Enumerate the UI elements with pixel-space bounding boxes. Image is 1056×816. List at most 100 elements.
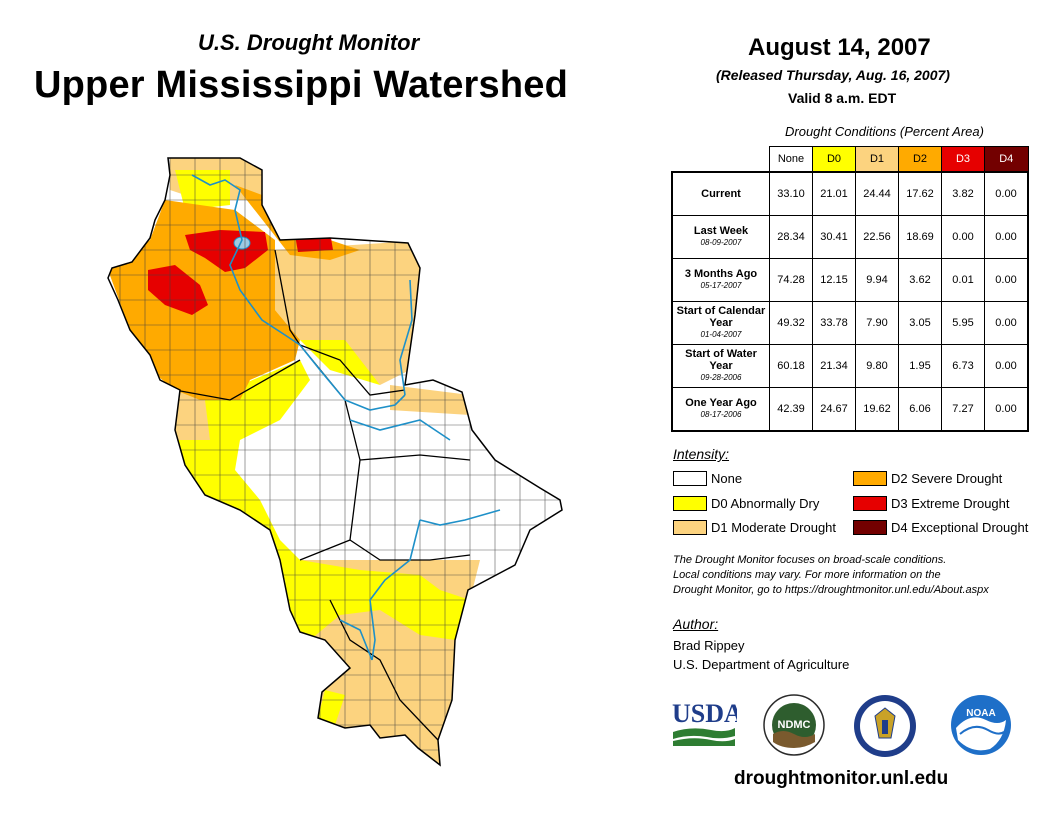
table-row: Current 33.10 21.01 24.44 17.62 3.82 0.0… — [671, 171, 1029, 216]
disclaimer-note: The Drought Monitor focuses on broad-sca… — [673, 553, 1043, 598]
row-label: Start of Calendar Year 01-04-2007 — [671, 301, 770, 345]
table-corner — [672, 146, 770, 172]
table-cell: 5.95 — [941, 301, 985, 345]
table-row: Start of Calendar Year 01-04-2007 49.32 3… — [671, 301, 1029, 345]
legend-label: D3 Extreme Drought — [891, 496, 1010, 511]
legend-label: D1 Moderate Drought — [711, 520, 837, 535]
table-cell: 9.80 — [855, 344, 899, 388]
table-cell: 49.32 — [769, 301, 813, 345]
valid-time: Valid 8 a.m. EDT — [788, 90, 897, 106]
legend-label: D4 Exceptional Drought — [891, 520, 1029, 535]
note-line: Drought Monitor, go to https://droughtmo… — [673, 584, 989, 596]
legend-swatch — [673, 471, 707, 486]
table-cell: 1.95 — [898, 344, 942, 388]
row-label-text: One Year Ago — [685, 397, 757, 409]
row-label-text: Last Week — [693, 225, 749, 237]
legend-swatch — [673, 496, 707, 511]
row-label-text: 3 Months Ago — [684, 268, 758, 280]
col-header-d2: D2 — [898, 146, 942, 173]
drought-conditions-table: None D0 D1 D2 D3 D4 Current 33.10 21.01 … — [671, 146, 1029, 432]
table-row: Start of Water Year 09-28-2006 60.18 21.3… — [671, 344, 1029, 388]
legend-swatch — [673, 520, 707, 535]
note-line: Local conditions may vary. For more info… — [673, 569, 941, 581]
legend-swatch — [853, 520, 887, 535]
author-name: Brad Rippey — [673, 638, 745, 653]
row-label-text: Start of Calendar Year — [676, 305, 766, 329]
author-heading: Author: — [673, 616, 719, 632]
table-cell: 21.01 — [812, 171, 856, 216]
table-cell: 0.00 — [984, 215, 1029, 259]
table-header-row: None D0 D1 D2 D3 D4 — [672, 146, 1029, 173]
row-label-text: Current — [701, 188, 741, 200]
row-date: 08-17-2006 — [700, 410, 742, 419]
legend-item-none: None — [673, 471, 742, 486]
author-organization: U.S. Department of Agriculture — [673, 657, 850, 672]
row-date: 09-28-2006 — [700, 373, 742, 382]
col-header-d1: D1 — [855, 146, 899, 173]
table-cell: 18.69 — [898, 215, 942, 259]
row-label: Last Week 08-09-2007 — [671, 215, 770, 259]
table-cell: 22.56 — [855, 215, 899, 259]
table-cell: 33.10 — [769, 171, 813, 216]
legend-swatch — [853, 471, 887, 486]
table-cell: 28.34 — [769, 215, 813, 259]
legend-item-d4: D4 Exceptional Drought — [853, 520, 1028, 535]
row-date: 01-04-2007 — [700, 330, 742, 339]
row-date: 05-17-2007 — [700, 281, 742, 290]
usda-logo-text: USDA — [672, 699, 737, 728]
legend-label: D2 Severe Drought — [891, 471, 1003, 486]
table-cell: 3.62 — [898, 258, 942, 302]
table-cell: 24.44 — [855, 171, 899, 216]
map-title: Upper Mississippi Watershed — [34, 64, 569, 106]
table-cell: 0.00 — [984, 258, 1029, 302]
noaa-logo: NOAA — [951, 695, 1011, 755]
col-header-d0: D0 — [812, 146, 856, 173]
table-cell: 3.82 — [941, 171, 985, 216]
table-cell: 3.05 — [898, 301, 942, 345]
river-lines — [191, 174, 501, 661]
table-cell: 74.28 — [769, 258, 813, 302]
table-cell: 0.00 — [984, 344, 1029, 388]
legend-item-d3: D3 Extreme Drought — [853, 496, 1010, 511]
noaa-logo-text: NOAA — [966, 708, 995, 719]
row-label: One Year Ago 08-17-2006 — [671, 387, 770, 432]
usda-logo: USDA — [672, 699, 737, 746]
commerce-seal — [854, 695, 916, 757]
table-cell: 21.34 — [812, 344, 856, 388]
row-date: 08-09-2007 — [700, 238, 742, 247]
table-cell: 0.00 — [984, 171, 1029, 216]
website-link[interactable]: droughtmonitor.unl.edu — [734, 768, 949, 789]
table-cell: 0.01 — [941, 258, 985, 302]
table-cell: 0.00 — [941, 215, 985, 259]
col-header-d4: D4 — [984, 146, 1029, 173]
row-label: Start of Water Year 09-28-2006 — [671, 344, 770, 388]
table-cell: 17.62 — [898, 171, 942, 216]
legend-label: D0 Abnormally Dry — [711, 496, 820, 511]
row-label: Current — [671, 171, 770, 216]
ndmc-logo-text: NDMC — [778, 719, 811, 731]
note-line: The Drought Monitor focuses on broad-sca… — [673, 554, 947, 566]
table-cell: 9.94 — [855, 258, 899, 302]
legend-item-d1: D1 Moderate Drought — [673, 520, 836, 535]
table-cell: 0.00 — [984, 301, 1029, 345]
legend-label: None — [711, 471, 743, 486]
col-header-none: None — [769, 146, 813, 173]
table-cell: 12.15 — [812, 258, 856, 302]
table-cell: 7.90 — [855, 301, 899, 345]
row-label: 3 Months Ago 05-17-2007 — [671, 258, 770, 302]
release-date: (Released Thursday, Aug. 16, 2007) — [716, 67, 950, 83]
map-subtitle: U.S. Drought Monitor — [198, 30, 420, 55]
table-cell: 0.00 — [984, 387, 1029, 432]
legend-swatch — [853, 496, 887, 511]
map-date: August 14, 2007 — [748, 34, 931, 61]
table-cell: 7.27 — [941, 387, 985, 432]
row-label-text: Start of Water Year — [685, 348, 757, 372]
col-header-d3: D3 — [941, 146, 985, 173]
table-cell: 30.41 — [812, 215, 856, 259]
table-cell: 24.67 — [812, 387, 856, 432]
legend-item-d0: D0 Abnormally Dry — [673, 496, 819, 511]
table-row: Last Week 08-09-2007 28.34 30.41 22.56 18… — [671, 215, 1029, 259]
table-cell: 60.18 — [769, 344, 813, 388]
table-row: One Year Ago 08-17-2006 42.39 24.67 19.62… — [671, 387, 1029, 432]
table-cell: 6.73 — [941, 344, 985, 388]
